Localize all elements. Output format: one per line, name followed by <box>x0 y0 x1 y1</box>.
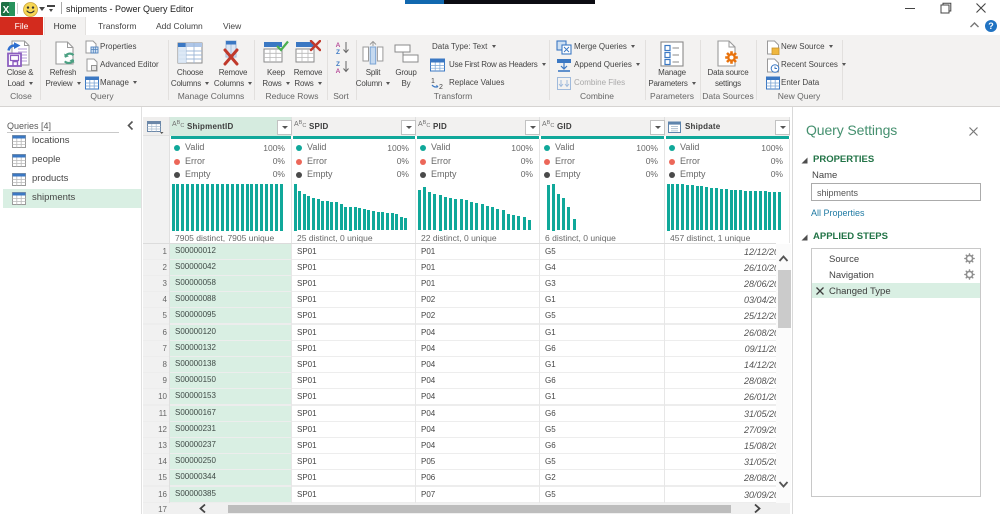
svg-text:Z: Z <box>336 61 340 68</box>
svg-text:A: A <box>336 42 341 49</box>
svg-text:A: A <box>336 68 341 74</box>
svg-text:?: ? <box>988 21 994 31</box>
svg-text:Z: Z <box>336 49 340 55</box>
svg-text:1: 1 <box>431 78 435 85</box>
svg-text:2: 2 <box>439 84 443 90</box>
svg-text:X: X <box>3 5 10 16</box>
